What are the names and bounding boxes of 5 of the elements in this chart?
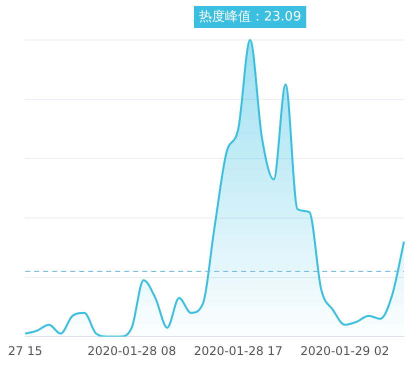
x-tick-label: 2020-01-28 17 [194, 344, 283, 358]
x-tick-label: 2020-01-29 02 [300, 344, 390, 358]
x-tick-label: 27 15 [8, 344, 42, 358]
text: 热度峰值：23.09 [198, 8, 302, 24]
x-tick-label: 2020-01-28 08 [87, 344, 176, 358]
